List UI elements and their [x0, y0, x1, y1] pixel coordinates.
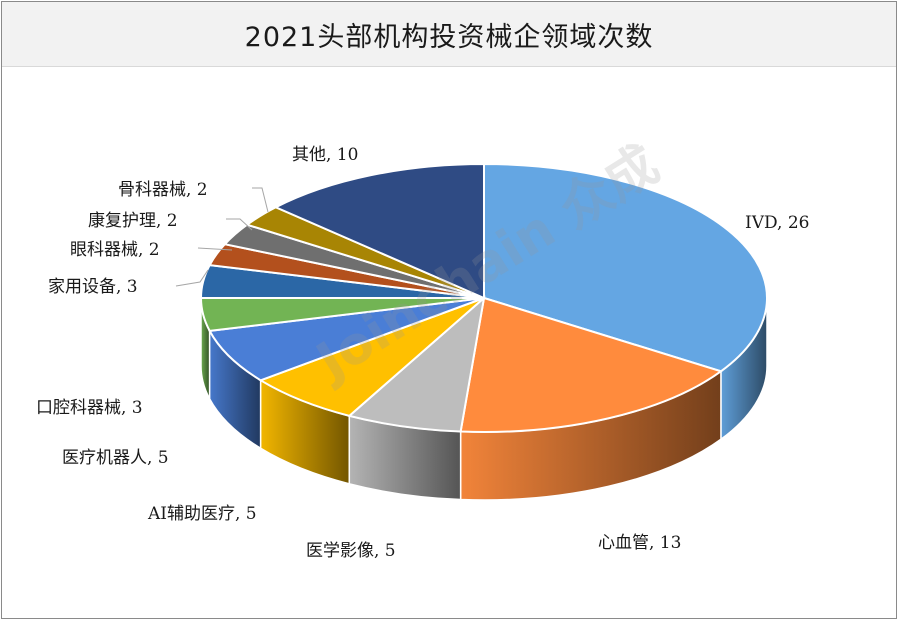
slice-label-3: AI辅助医疗, 5 [147, 504, 257, 524]
slice-label-5: 口腔科器械, 3 [36, 398, 143, 418]
chart-title: 2021头部机构投资械企领域次数 [244, 21, 654, 53]
slice-label-9: 骨科器械, 2 [118, 180, 208, 200]
slice-label-8: 康复护理, 2 [88, 211, 178, 231]
slice-2 [347, 295, 486, 433]
slice-labels: IVD, 26 心血管, 13 医学影像, 5 AI辅助医疗, 5 医疗机器人, 5 口腔… [36, 145, 809, 561]
pie-tops [199, 162, 768, 433]
leader-line-6 [175, 269, 209, 287]
leader-line-7 [197, 247, 233, 251]
slice-1 [459, 296, 724, 433]
slice-label-6: 家用设备, 3 [48, 277, 138, 297]
slice-label-7: 眼科器械, 2 [70, 240, 160, 260]
slice-label-1: 心血管, 13 [598, 533, 681, 553]
leader-line-9 [252, 187, 269, 213]
slice-10 [273, 162, 485, 300]
slice-4 [208, 297, 485, 382]
pie-sides [200, 297, 768, 501]
slice-label-2: 医学影像, 5 [306, 541, 396, 561]
title-bar: 2021头部机构投资械企领域次数 [2, 2, 896, 67]
slice-label-10: 其他, 10 [292, 145, 358, 165]
leader-lines [175, 187, 269, 287]
slice-label-0: IVD, 26 [745, 213, 809, 233]
slice-label-4: 医疗机器人, 5 [62, 448, 169, 468]
leader-line-8 [226, 218, 253, 231]
slice-3 [258, 297, 485, 417]
